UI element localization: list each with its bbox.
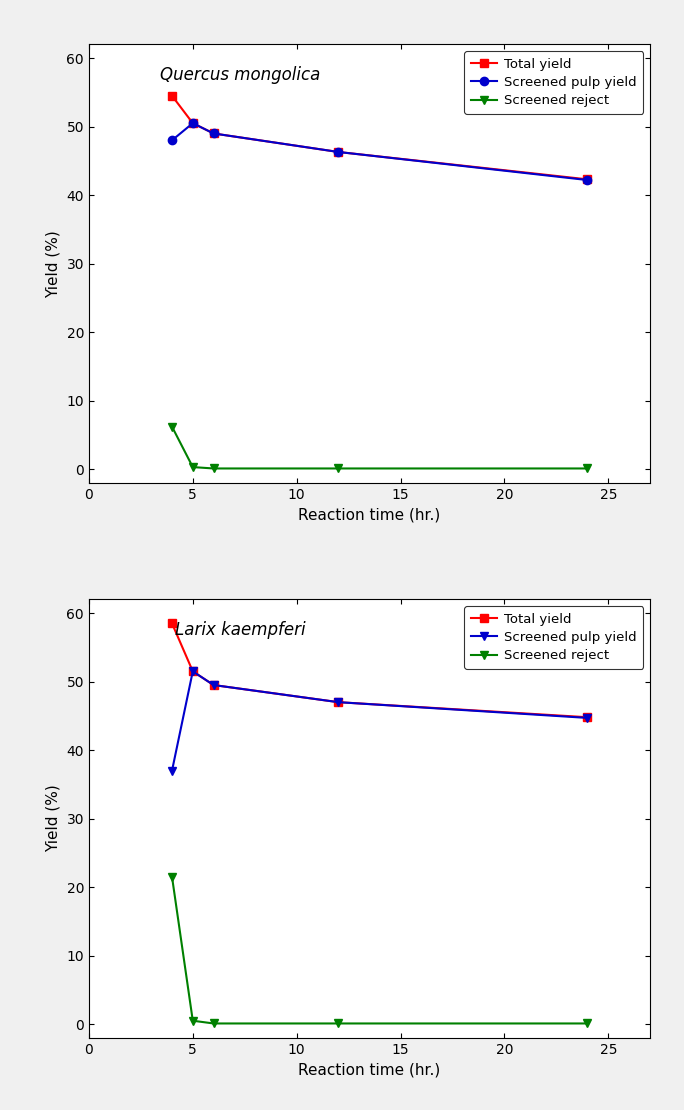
Screened pulp yield <box>583 712 592 725</box>
Screened reject <box>189 461 197 474</box>
Legend: Total yield, Screened pulp yield, Screened reject: Total yield, Screened pulp yield, Screen… <box>464 606 643 668</box>
Total yield <box>583 173 592 186</box>
Total yield <box>168 89 176 102</box>
Y-axis label: Yield (%): Yield (%) <box>46 785 61 852</box>
Line: Screened pulp yield: Screened pulp yield <box>168 119 592 184</box>
Screened reject <box>209 462 218 475</box>
Screened pulp yield <box>168 133 176 147</box>
Screened reject <box>168 870 176 884</box>
Total yield <box>334 145 342 159</box>
Text: Larix kaempferi: Larix kaempferi <box>175 622 306 639</box>
Text: Quercus mongolica: Quercus mongolica <box>160 67 321 84</box>
Total yield <box>334 696 342 709</box>
Screened pulp yield <box>209 678 218 692</box>
Y-axis label: Yield (%): Yield (%) <box>46 230 61 297</box>
Screened pulp yield <box>209 127 218 140</box>
Screened reject <box>583 1017 592 1030</box>
Total yield <box>209 127 218 140</box>
Screened reject <box>209 1017 218 1030</box>
Total yield <box>209 678 218 692</box>
Total yield <box>168 617 176 630</box>
Screened reject <box>168 420 176 433</box>
Screened pulp yield <box>168 764 176 777</box>
Screened pulp yield <box>334 145 342 159</box>
Screened reject <box>334 462 342 475</box>
X-axis label: Reaction time (hr.): Reaction time (hr.) <box>298 1062 440 1078</box>
Total yield <box>583 710 592 724</box>
Total yield <box>189 665 197 678</box>
Screened pulp yield <box>189 117 197 130</box>
Line: Total yield: Total yield <box>168 92 592 183</box>
Screened reject <box>334 1017 342 1030</box>
Line: Total yield: Total yield <box>168 619 592 722</box>
Legend: Total yield, Screened pulp yield, Screened reject: Total yield, Screened pulp yield, Screen… <box>464 51 643 113</box>
Line: Screened reject: Screened reject <box>168 423 592 473</box>
Total yield <box>189 117 197 130</box>
Screened reject <box>189 1015 197 1028</box>
Screened pulp yield <box>334 696 342 709</box>
X-axis label: Reaction time (hr.): Reaction time (hr.) <box>298 507 440 523</box>
Line: Screened reject: Screened reject <box>168 872 592 1028</box>
Screened pulp yield <box>189 665 197 678</box>
Line: Screened pulp yield: Screened pulp yield <box>168 667 592 775</box>
Screened pulp yield <box>583 173 592 186</box>
Screened reject <box>583 462 592 475</box>
